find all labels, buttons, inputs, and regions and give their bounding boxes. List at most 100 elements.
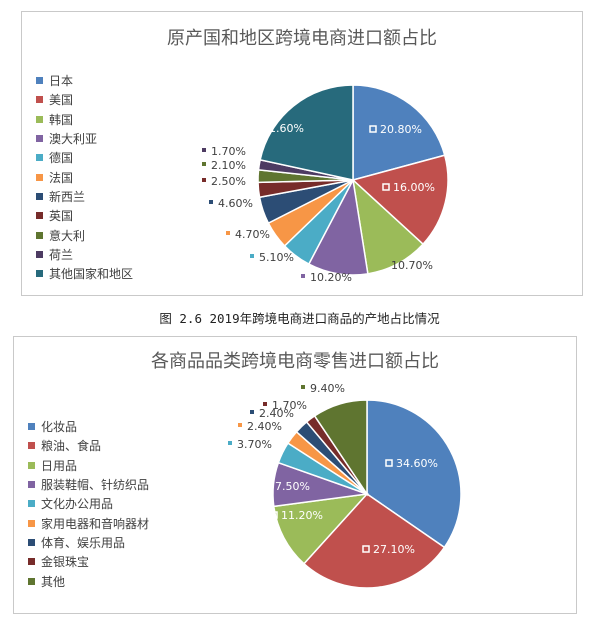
data-label: 27.10% bbox=[362, 543, 415, 556]
data-label: 21.60% bbox=[251, 122, 304, 135]
pie-slice bbox=[259, 84, 354, 181]
legend-label: 家用电器和音响器材 bbox=[41, 516, 150, 531]
pie-slice bbox=[302, 493, 446, 589]
data-label: 3.70% bbox=[228, 438, 272, 451]
label-marker bbox=[209, 200, 213, 204]
legend-swatch bbox=[36, 270, 43, 278]
label-marker bbox=[202, 178, 206, 182]
legend-item: 日用品 bbox=[28, 456, 149, 475]
data-label-text: 2.40% bbox=[247, 420, 282, 433]
legend-item: 服装鞋帽、针纺织品 bbox=[28, 475, 149, 494]
data-label-text: 2.10% bbox=[211, 159, 246, 172]
data-label: 11.20% bbox=[270, 509, 323, 522]
legend-item: 英国 bbox=[36, 206, 133, 225]
legend-item: 德国 bbox=[36, 148, 133, 167]
data-label-text: 5.10% bbox=[259, 251, 294, 264]
data-label: 7.50% bbox=[264, 480, 310, 493]
legend-item: 荷兰 bbox=[36, 245, 133, 264]
legend-swatch bbox=[36, 77, 43, 85]
data-label: 4.60% bbox=[209, 197, 253, 210]
label-marker bbox=[301, 385, 305, 389]
label-marker bbox=[251, 124, 259, 132]
data-label: 9.40% bbox=[301, 382, 345, 395]
legend-swatch bbox=[36, 212, 43, 220]
pie-slice bbox=[313, 399, 368, 497]
pie-slice bbox=[366, 399, 462, 549]
label-marker bbox=[382, 183, 390, 191]
data-label-text: 4.70% bbox=[235, 228, 270, 241]
pie-chart: 34.60%27.10%11.20%7.50%3.70%2.40%2.40%1.… bbox=[228, 382, 462, 589]
legend-swatch bbox=[28, 481, 35, 489]
chart-title: 各商品品类跨境电商零售进口额占比 bbox=[151, 351, 439, 372]
legend-item: 澳大利亚 bbox=[36, 129, 133, 148]
legend-label: 体育、娱乐用品 bbox=[41, 535, 126, 550]
legend-swatch bbox=[28, 423, 35, 431]
label-marker bbox=[250, 254, 254, 258]
pie-slice bbox=[352, 84, 446, 181]
legend-item: 韩国 bbox=[36, 110, 133, 129]
data-label-text: 20.80% bbox=[380, 123, 422, 136]
pie-slice bbox=[351, 154, 449, 246]
data-label-text: 7.50% bbox=[275, 480, 310, 493]
legend-item: 金银珠宝 bbox=[28, 552, 149, 571]
label-marker bbox=[226, 231, 230, 235]
label-marker bbox=[238, 423, 242, 427]
data-label: 10.20% bbox=[301, 271, 352, 284]
chart-panel-category: 各商品品类跨境电商零售进口额占比 化妆品 粮油、食品 日用品 服装鞋帽、针纺织品文化办… bbox=[13, 336, 577, 614]
legend-label: 荷兰 bbox=[49, 247, 74, 262]
pie-slice bbox=[272, 492, 369, 565]
chart-legend: 日本 美国 韩国 澳大利亚 德国 法国 新西兰 英国 意大利 荷兰 其他国家和地区 bbox=[36, 71, 133, 283]
legend-item: 体育、娱乐用品 bbox=[28, 533, 149, 552]
label-marker bbox=[270, 511, 278, 519]
legend-swatch bbox=[36, 173, 43, 181]
legend-label: 金银珠宝 bbox=[41, 555, 90, 570]
chart-panel-origin: 原产国和地区跨境电商进口额占比 日本 美国 韩国 澳大利亚 德国 法国 新西兰 英国 意大利 荷兰… bbox=[21, 11, 583, 296]
legend-swatch bbox=[28, 558, 35, 566]
label-marker bbox=[250, 410, 254, 414]
legend-item: 法国 bbox=[36, 167, 133, 186]
data-label: 2.50% bbox=[202, 175, 246, 188]
legend-label: 澳大利亚 bbox=[49, 132, 98, 147]
data-label-text: 3.70% bbox=[237, 438, 272, 451]
legend-label: 日本 bbox=[49, 74, 74, 89]
legend-swatch bbox=[36, 192, 43, 200]
legend-label: 韩国 bbox=[49, 112, 74, 127]
data-label-text: 4.60% bbox=[218, 197, 253, 210]
data-label: 5.10% bbox=[250, 251, 294, 264]
legend-swatch bbox=[28, 461, 35, 469]
legend-swatch bbox=[36, 96, 43, 104]
label-marker bbox=[202, 148, 206, 152]
data-label-text: 2.40% bbox=[259, 407, 294, 420]
data-label: 2.40% bbox=[238, 420, 282, 433]
legend-swatch bbox=[28, 519, 35, 527]
legend-item: 家用电器和音响器材 bbox=[28, 513, 149, 532]
data-label: 1.70% bbox=[202, 145, 246, 158]
data-label: 34.60% bbox=[385, 457, 438, 470]
data-label-text: 10.20% bbox=[310, 271, 352, 284]
legend-swatch bbox=[36, 154, 43, 162]
data-label-text: 27.10% bbox=[373, 543, 415, 556]
legend-swatch bbox=[36, 250, 43, 258]
data-label-text: 10.70% bbox=[391, 259, 433, 272]
data-label-text: 16.00% bbox=[393, 181, 435, 194]
data-label: 10.70% bbox=[382, 259, 433, 272]
chart-title: 原产国和地区跨境电商进口额占比 bbox=[167, 28, 437, 49]
legend-label: 文化办公用品 bbox=[41, 497, 114, 512]
data-label: 4.70% bbox=[226, 228, 270, 241]
label-marker bbox=[385, 459, 393, 467]
label-marker bbox=[362, 545, 370, 553]
data-label-text: 11.20% bbox=[281, 509, 323, 522]
legend-label: 美国 bbox=[49, 93, 74, 108]
legend-item: 其他 bbox=[28, 571, 149, 590]
chart-legend: 化妆品 粮油、食品 日用品 服装鞋帽、针纺织品文化办公用品家用电器和音响器材 体育、娱乐… bbox=[28, 417, 149, 591]
data-label-text: 1.70% bbox=[211, 145, 246, 158]
legend-label: 法国 bbox=[49, 170, 74, 185]
label-marker bbox=[301, 274, 305, 278]
label-marker bbox=[263, 402, 267, 406]
legend-item: 日本 bbox=[36, 71, 133, 90]
legend-item: 粮油、食品 bbox=[28, 436, 149, 455]
legend-label: 化妆品 bbox=[41, 420, 78, 435]
label-marker bbox=[369, 125, 377, 133]
legend-label: 其他 bbox=[41, 574, 66, 589]
data-label-text: 9.40% bbox=[310, 382, 345, 395]
